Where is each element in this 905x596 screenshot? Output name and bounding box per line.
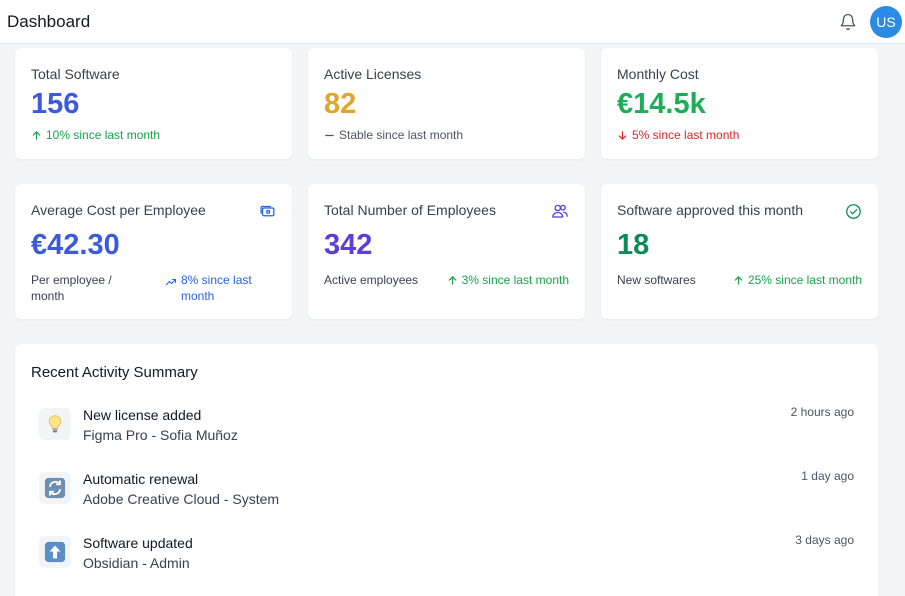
stat-trend: 8% since last month bbox=[165, 272, 276, 304]
stat-footer: Active employees 3% since last month bbox=[324, 272, 569, 288]
stat-value: 342 bbox=[324, 229, 373, 261]
stat-card-total-employees: Total Number of Employees 342 Active emp… bbox=[308, 184, 585, 319]
money-icon bbox=[258, 202, 276, 220]
stat-trend-text: 25% since last month bbox=[747, 273, 862, 287]
top-bar: Dashboard US bbox=[0, 0, 905, 44]
stat-trend-text: 8% since last month bbox=[181, 273, 252, 303]
activity-subtitle: Figma Pro - Sofia Muñoz bbox=[83, 427, 238, 443]
stat-card-monthly-cost: Monthly Cost €14.5k 5% since last month bbox=[601, 48, 878, 159]
stat-label: Active Licenses bbox=[324, 66, 422, 82]
arrow-up-icon bbox=[734, 276, 743, 285]
stat-subtext: Active employees bbox=[324, 273, 419, 287]
stat-footer: Per employee / month 8% since last month bbox=[31, 272, 276, 304]
trending-up-icon bbox=[165, 278, 177, 286]
stat-label: Software approved this month bbox=[617, 202, 803, 218]
stat-value: €14.5k bbox=[617, 88, 706, 120]
stat-trend: Stable since last month bbox=[324, 128, 463, 142]
stat-label: Average Cost per Employee bbox=[31, 202, 206, 218]
stat-label: Total Number of Employees bbox=[324, 202, 496, 218]
activity-subtitle: Adobe Creative Cloud - System bbox=[83, 491, 280, 507]
stat-card-average-cost: Average Cost per Employee €42.30 Per emp… bbox=[15, 184, 292, 319]
stat-value: €42.30 bbox=[31, 229, 120, 261]
user-avatar[interactable]: US bbox=[870, 5, 902, 38]
users-icon bbox=[551, 202, 569, 220]
lightbulb-icon bbox=[39, 408, 71, 440]
stat-trend: 3% since last month bbox=[447, 272, 569, 288]
stat-trend: 10% since last month bbox=[31, 128, 160, 142]
check-circle-icon bbox=[844, 202, 862, 220]
activity-item[interactable]: Software updated Obsidian - Admin 3 days… bbox=[39, 532, 854, 576]
stat-subtext: New softwares bbox=[617, 273, 696, 287]
activity-item[interactable]: New license added Figma Pro - Sofia Muño… bbox=[39, 404, 854, 448]
arrow-up-icon bbox=[32, 130, 41, 140]
activity-time: 1 day ago bbox=[801, 469, 854, 483]
recent-activity-panel: Recent Activity Summary New license adde… bbox=[15, 344, 878, 596]
stat-value: 82 bbox=[324, 88, 357, 120]
stat-footer: New softwares 25% since last month bbox=[617, 272, 862, 288]
bell-icon[interactable] bbox=[838, 12, 858, 32]
activity-title-text: New license added bbox=[83, 407, 202, 423]
activity-time: 3 days ago bbox=[795, 533, 854, 547]
stat-card-software-approved: Software approved this month 18 New soft… bbox=[601, 184, 878, 319]
stat-trend-text: 5% since last month bbox=[632, 128, 740, 142]
stat-card-active-licenses: Active Licenses 82 Stable since last mon… bbox=[308, 48, 585, 159]
activity-title-text: Automatic renewal bbox=[83, 471, 199, 487]
stat-trend: 25% since last month bbox=[733, 272, 862, 288]
stat-subtext: Per employee / month bbox=[31, 273, 112, 303]
activity-item[interactable]: Automatic renewal Adobe Creative Cloud -… bbox=[39, 468, 854, 512]
dash-icon bbox=[325, 134, 334, 136]
activity-title-text: Software updated bbox=[83, 535, 193, 551]
stat-trend-text: 3% since last month bbox=[461, 273, 569, 287]
activity-subtitle: Obsidian - Admin bbox=[83, 555, 190, 571]
stat-label: Total Software bbox=[31, 66, 120, 82]
activity-time: 2 hours ago bbox=[790, 405, 854, 419]
stat-trend: 5% since last month bbox=[617, 128, 739, 142]
stat-label: Monthly Cost bbox=[617, 66, 699, 82]
stat-card-total-software: Total Software 156 10% since last month bbox=[15, 48, 292, 159]
activity-title: Recent Activity Summary bbox=[31, 364, 198, 381]
stat-value: 18 bbox=[617, 229, 650, 261]
page-title: Dashboard bbox=[7, 11, 91, 31]
up-arrow-box-icon bbox=[39, 536, 71, 568]
stat-value: 156 bbox=[31, 88, 80, 120]
arrow-up-icon bbox=[448, 276, 456, 285]
arrow-down-icon bbox=[618, 130, 627, 140]
stat-trend-text: Stable since last month bbox=[339, 128, 464, 142]
refresh-icon bbox=[39, 472, 71, 504]
stat-trend-text: 10% since last month bbox=[46, 128, 161, 142]
